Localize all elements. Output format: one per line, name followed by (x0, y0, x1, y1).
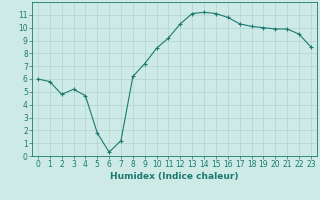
X-axis label: Humidex (Indice chaleur): Humidex (Indice chaleur) (110, 172, 239, 181)
